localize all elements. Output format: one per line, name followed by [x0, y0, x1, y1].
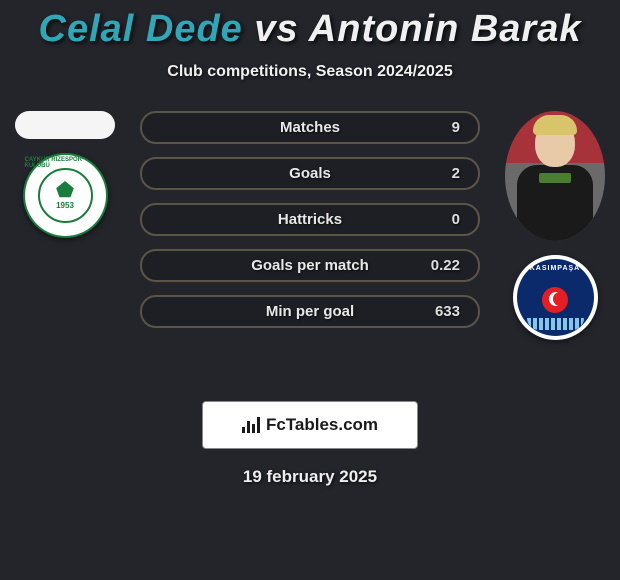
turkish-flag-icon	[542, 287, 568, 313]
club-badge-rizespor: ÇAYKUR RİZESPOR KULÜBÜ 1953	[23, 153, 108, 238]
player1-name: Celal Dede	[39, 8, 243, 50]
player1-column: ÇAYKUR RİZESPOR KULÜBÜ 1953	[10, 111, 120, 238]
vs-text: vs	[243, 8, 309, 50]
player2-avatar	[505, 111, 605, 241]
club-arc-text: KASIMPAŞA	[530, 265, 580, 272]
stat-right-value: 2	[420, 165, 460, 182]
brand-label: FcTables.com	[266, 415, 378, 435]
comparison-title: Celal Dede vs Antonin Barak	[0, 0, 620, 51]
stat-row-gpm: Goals per match 0.22	[140, 249, 480, 282]
tea-leaf-icon	[54, 181, 76, 199]
stat-right-value: 9	[420, 119, 460, 136]
club-badge-kasimpasa: KASIMPAŞA	[513, 255, 598, 340]
player2-name: Antonin Barak	[309, 8, 582, 50]
comparison-content: ÇAYKUR RİZESPOR KULÜBÜ 1953 Matches 9 Go…	[0, 111, 620, 371]
club-ring-text: ÇAYKUR RİZESPOR KULÜBÜ	[25, 157, 106, 169]
bar-chart-icon	[242, 417, 260, 433]
stat-label: Matches	[200, 119, 420, 136]
subtitle: Club competitions, Season 2024/2025	[0, 63, 620, 81]
stat-row-hattricks: Hattricks 0	[140, 203, 480, 236]
stat-right-value: 633	[420, 303, 460, 320]
stat-row-mpg: Min per goal 633	[140, 295, 480, 328]
player2-column: KASIMPAŞA	[500, 111, 610, 340]
stat-right-value: 0	[420, 211, 460, 228]
player1-avatar-placeholder	[15, 111, 115, 139]
stat-label: Min per goal	[200, 303, 420, 320]
stat-label: Goals per match	[200, 257, 420, 274]
stat-right-value: 0.22	[420, 257, 460, 274]
stats-list: Matches 9 Goals 2 Hattricks 0 Goals per …	[140, 111, 480, 328]
stat-label: Hattricks	[200, 211, 420, 228]
brand-link[interactable]: FcTables.com	[202, 401, 418, 449]
club-year: 1953	[56, 201, 74, 210]
stat-row-matches: Matches 9	[140, 111, 480, 144]
stat-row-goals: Goals 2	[140, 157, 480, 190]
stat-label: Goals	[200, 165, 420, 182]
update-date: 19 february 2025	[0, 467, 620, 487]
waves-icon	[527, 318, 584, 330]
